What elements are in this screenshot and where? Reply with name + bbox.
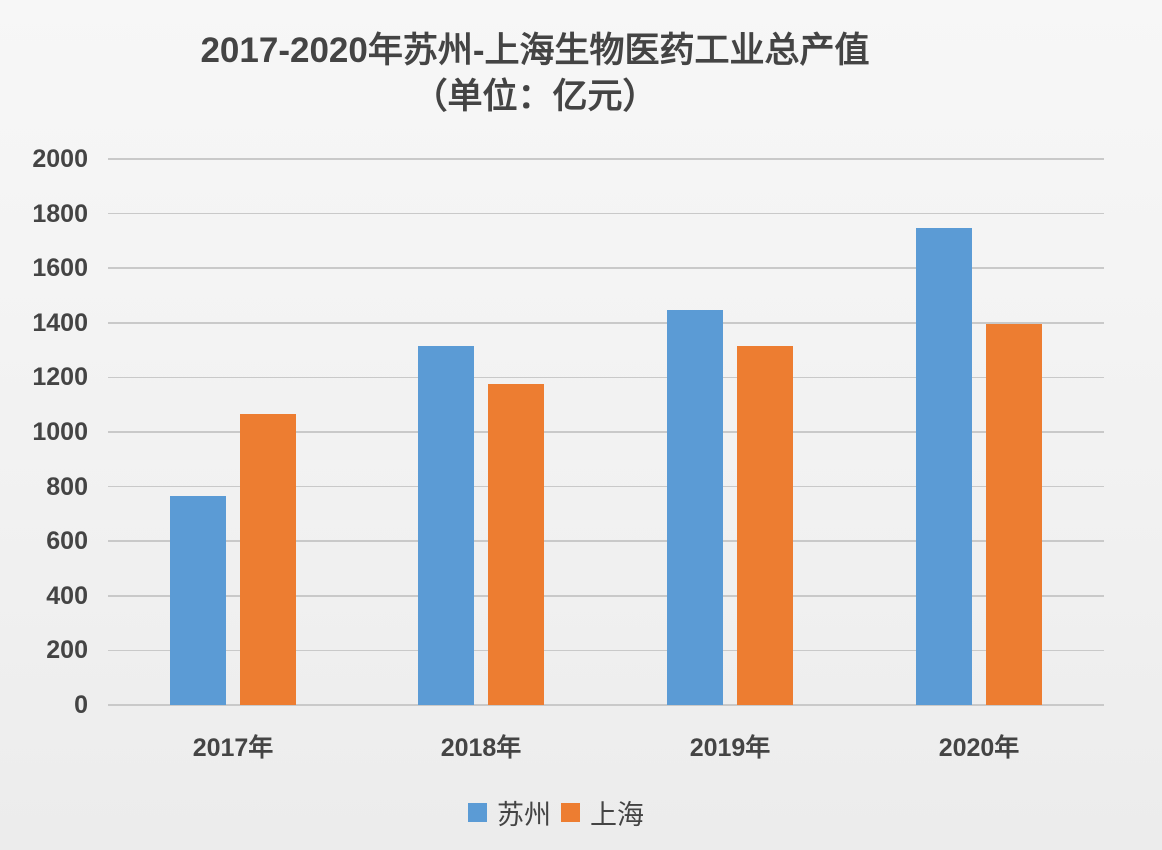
gridline (108, 431, 1104, 433)
legend-label: 上海 (590, 800, 644, 830)
x-tick-label: 2017年 (192, 734, 274, 762)
gridline (108, 158, 1104, 160)
bar-suzhou-2017年 (170, 495, 226, 705)
y-tick-label: 2000 (32, 145, 88, 173)
y-tick-label: 400 (46, 581, 88, 610)
legend-swatch-icon (561, 803, 580, 822)
y-tick-label: 1200 (32, 363, 88, 392)
gridline (108, 267, 1104, 269)
gridline (108, 704, 1104, 706)
y-tick-label: 0 (74, 691, 88, 719)
y-tick-label: 1000 (32, 418, 88, 446)
x-tick-label: 2019年 (689, 734, 771, 762)
y-tick-label: 200 (46, 636, 88, 665)
y-tick-label: 600 (46, 527, 88, 556)
legend-item-suzhou: 苏州 (468, 793, 551, 832)
bar-shanghai-2018年 (488, 383, 544, 705)
legend: 苏州 上海 (468, 793, 654, 832)
bar-suzhou-2018年 (418, 346, 474, 705)
gridline (108, 376, 1104, 379)
x-tick-label: 2018年 (440, 734, 522, 762)
y-tick-label: 1800 (32, 199, 88, 228)
chart-title: 2017-2020年苏州-上海生物医药工业总产值 （单位：亿元） (0, 28, 1070, 120)
gridline (108, 595, 1104, 597)
gridline (108, 540, 1104, 542)
gridline (108, 322, 1104, 324)
bar-shanghai-2019年 (737, 346, 793, 705)
chart-title-line2: （单位：亿元） (412, 77, 658, 116)
bar-suzhou-2019年 (667, 309, 723, 705)
bar-shanghai-2020年 (986, 323, 1042, 705)
legend-label: 苏州 (497, 800, 551, 830)
gridline (108, 649, 1104, 652)
x-tick-label: 2020年 (938, 734, 1020, 762)
gridline (108, 485, 1104, 488)
bar-suzhou-2020年 (916, 228, 972, 705)
bar-shanghai-2017年 (240, 413, 296, 705)
legend-item-shanghai: 上海 (561, 793, 644, 832)
y-tick-label: 1600 (32, 254, 88, 283)
chart-title-line1: 2017-2020年苏州-上海生物医药工业总产值 (200, 31, 870, 70)
y-tick-label: 800 (46, 472, 88, 501)
gridline (108, 212, 1104, 215)
legend-swatch-icon (468, 803, 487, 822)
y-tick-label: 1400 (32, 308, 88, 337)
